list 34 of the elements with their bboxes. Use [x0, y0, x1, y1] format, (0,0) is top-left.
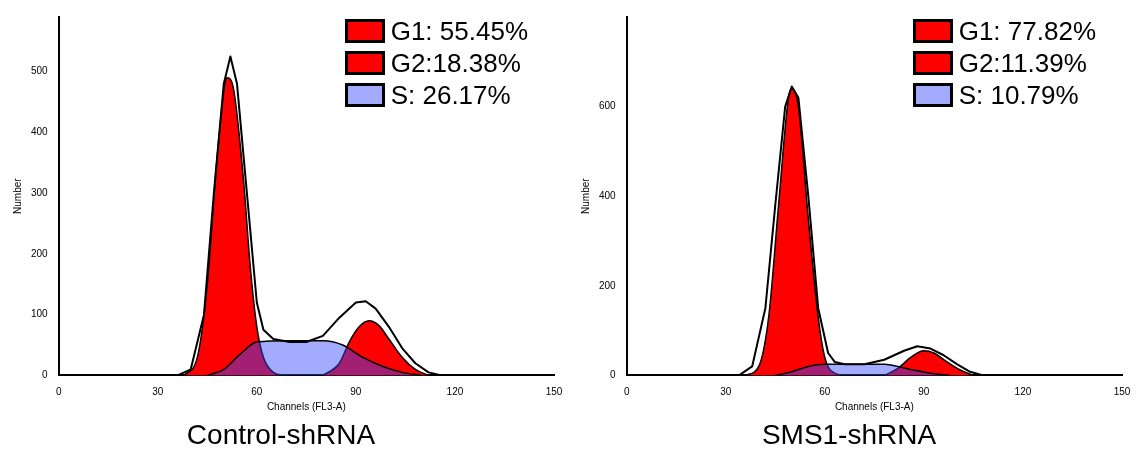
x-tick-label: 60	[819, 386, 831, 398]
legend-label: S: 10.79%	[958, 80, 1079, 110]
x-tick-label: 120	[1014, 386, 1032, 398]
y-tick-label: 100	[31, 308, 49, 320]
legend-label: S: 26.17%	[390, 80, 511, 110]
x-tick-label: 30	[720, 386, 732, 398]
legend-label: G2:18.38%	[390, 48, 521, 78]
y-tick-label: 600	[599, 100, 617, 112]
x-tick-label: 90	[350, 386, 362, 398]
x-axis-title: Channels (FL3-A)	[266, 401, 346, 413]
y-tick-label: 300	[31, 186, 49, 198]
x-tick-label: 150	[1113, 386, 1131, 398]
legend-label: G1: 77.82%	[958, 16, 1096, 46]
x-tick-label: 90	[918, 386, 930, 398]
y-axis-title: Number	[579, 177, 591, 214]
y-tick-label: 0	[42, 369, 49, 381]
text: SMS1-shRNA	[761, 418, 937, 450]
y-tick-label: 200	[599, 279, 617, 291]
x-tick-label: 60	[251, 386, 263, 398]
y-tick-label: 200	[31, 247, 49, 259]
y-tick-label: 500	[31, 65, 49, 77]
y-axis-title: Number	[11, 177, 23, 214]
x-tick-label: 0	[623, 386, 630, 398]
legend-label: G2:11.39%	[958, 48, 1087, 78]
x-axis-title: Channels (FL3-A)	[834, 401, 914, 413]
y-tick-label: 400	[31, 126, 49, 138]
x-tick-label: 150	[545, 386, 563, 398]
x-tick-label: 120	[446, 386, 464, 398]
y-tick-label: 0	[610, 369, 617, 381]
legend-label: G1: 55.45%	[390, 16, 528, 46]
text: Control-shRNA	[186, 418, 376, 450]
y-tick-label: 400	[599, 189, 617, 201]
x-tick-label: 30	[152, 386, 164, 398]
x-tick-label: 0	[55, 386, 62, 398]
